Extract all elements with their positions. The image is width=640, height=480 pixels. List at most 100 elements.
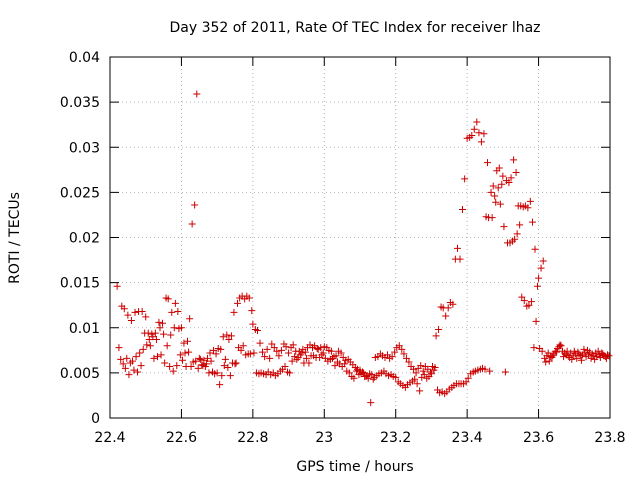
chart-title: Day 352 of 2011, Rate Of TEC Index for r… xyxy=(169,20,540,36)
data-point xyxy=(160,330,168,338)
data-point xyxy=(470,125,478,133)
data-point xyxy=(494,184,502,192)
y-tick-label: 0.015 xyxy=(60,276,100,292)
data-point xyxy=(360,369,368,377)
data-point xyxy=(181,349,189,357)
data-point xyxy=(537,264,545,272)
data-point xyxy=(170,324,178,332)
data-point xyxy=(573,354,581,362)
data-point xyxy=(286,369,294,377)
data-point xyxy=(150,354,158,362)
data-point xyxy=(206,349,214,357)
data-point xyxy=(411,375,419,383)
data-point xyxy=(186,315,194,323)
data-point xyxy=(605,352,613,360)
data-point xyxy=(525,301,533,309)
x-tick-label: 22.6 xyxy=(166,430,197,446)
data-point xyxy=(417,362,425,370)
data-point xyxy=(529,218,536,226)
data-point xyxy=(557,342,565,350)
data-point xyxy=(230,308,238,316)
data-point xyxy=(388,353,396,361)
data-point xyxy=(532,317,540,325)
data-point xyxy=(488,214,496,222)
data-point xyxy=(359,368,366,376)
data-point xyxy=(155,318,163,326)
data-point xyxy=(177,324,185,332)
data-point xyxy=(392,373,400,381)
data-point xyxy=(400,350,408,358)
data-point xyxy=(187,363,195,371)
data-point xyxy=(139,345,147,353)
data-point xyxy=(367,399,375,407)
data-point xyxy=(281,363,289,371)
data-point xyxy=(444,304,452,312)
data-point xyxy=(524,204,532,212)
data-point xyxy=(495,164,503,172)
data-point xyxy=(270,344,278,352)
data-point xyxy=(518,293,526,301)
data-point xyxy=(256,339,264,347)
data-point xyxy=(391,348,399,356)
data-point xyxy=(577,356,585,364)
data-point xyxy=(154,353,161,361)
data-point xyxy=(527,298,535,306)
data-point xyxy=(179,356,186,364)
data-point xyxy=(461,175,469,183)
data-point xyxy=(234,299,241,307)
data-point xyxy=(285,349,293,357)
data-point xyxy=(219,333,227,341)
data-point xyxy=(496,200,504,208)
data-point xyxy=(231,360,239,368)
data-point xyxy=(549,352,557,360)
data-point xyxy=(500,223,508,231)
data-point xyxy=(548,354,556,362)
data-point xyxy=(489,182,497,190)
data-point xyxy=(157,351,165,359)
data-point xyxy=(171,299,179,307)
x-tick-label: 22.4 xyxy=(94,430,125,446)
data-point xyxy=(301,348,309,356)
y-tick-label: 0.03 xyxy=(69,140,100,156)
data-points xyxy=(113,90,613,407)
data-point xyxy=(137,362,145,370)
data-point xyxy=(369,375,377,383)
data-point xyxy=(513,230,521,238)
data-point xyxy=(130,366,138,374)
data-point xyxy=(512,169,520,177)
data-point xyxy=(410,365,418,373)
data-point xyxy=(491,192,499,200)
data-point xyxy=(168,308,176,316)
data-point xyxy=(289,341,297,349)
data-point xyxy=(161,359,169,367)
data-point xyxy=(554,345,561,353)
data-point xyxy=(124,311,132,319)
data-point xyxy=(484,159,491,167)
data-point xyxy=(145,335,153,343)
data-point xyxy=(239,342,247,350)
data-point xyxy=(245,294,253,302)
data-point xyxy=(146,342,154,350)
data-point xyxy=(507,174,515,182)
data-point xyxy=(167,331,175,339)
data-point xyxy=(163,342,171,350)
data-point xyxy=(432,332,440,340)
data-point xyxy=(121,364,129,372)
data-point xyxy=(273,347,281,355)
data-point xyxy=(248,307,256,315)
data-point xyxy=(216,381,224,389)
x-tick-label: 23 xyxy=(315,430,333,446)
data-point xyxy=(596,354,604,362)
data-point xyxy=(191,201,199,209)
data-point xyxy=(143,341,151,349)
data-point xyxy=(449,300,457,308)
data-point xyxy=(435,326,443,334)
data-point xyxy=(298,349,306,357)
data-point xyxy=(188,220,196,228)
data-point xyxy=(341,360,349,368)
data-point xyxy=(501,368,509,376)
x-tick-label: 23.6 xyxy=(523,430,554,446)
data-point xyxy=(119,360,127,368)
data-point xyxy=(134,368,141,376)
